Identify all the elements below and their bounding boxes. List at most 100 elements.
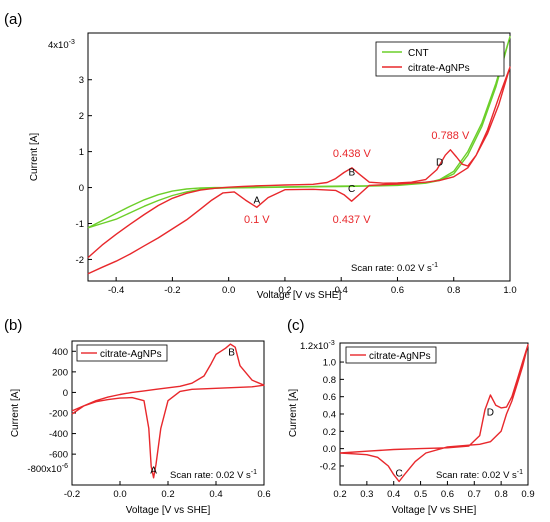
y-tick-label: -2: [76, 255, 84, 266]
y-tick-label: 0.8: [323, 375, 336, 386]
x-tick-label: 0.6: [441, 489, 454, 500]
panel-b-y-exponent: -800x10-6: [27, 463, 68, 475]
panel-a-legend: CNT citrate-AgNPs: [375, 41, 505, 77]
panel-a-series: [87, 35, 511, 275]
y-tick-label: 1: [79, 147, 84, 158]
panel-a-scan-rate: Scan rate: 0.02 V s-1: [351, 262, 438, 274]
panel-b-plot-frame: [71, 340, 265, 486]
x-tick-label: 0.8: [495, 489, 508, 500]
peak-potential-annotation: 0.1 V: [244, 214, 270, 226]
panel-b: (b) -0.2 0.0 0.2 0.4 0.6 400 200 0 -200 -400 -600…: [4, 317, 271, 516]
y-tick-label: 3: [79, 75, 84, 86]
x-tick-label: 0.0: [222, 285, 235, 296]
panel-a-y-axis-label: Current [A]: [29, 133, 40, 182]
panel-c: (c) 0.2 0.3 0.4 0.5 0.6 0.7 0.8 0.9 1.00.80.60.…: [287, 317, 535, 516]
panel-c-x-ticks: 0.2 0.3 0.4 0.5 0.6 0.7 0.8 0.9: [333, 481, 535, 500]
x-tick-label: -0.2: [164, 285, 180, 296]
x-tick-label: 0.9: [521, 489, 534, 500]
panel-b-y-ticks: 400 200 0 -200 -400 -600: [49, 347, 76, 461]
y-tick-label: 0: [79, 183, 84, 194]
x-tick-label: 0.4: [209, 489, 222, 500]
series-line-citrate-agnps: [87, 66, 511, 275]
panel-a-y-ticks: -2 -1 0 1 2 3: [76, 75, 92, 266]
peak-potential-annotation: 0.438 V: [333, 148, 372, 160]
x-tick-label: 0.8: [447, 285, 460, 296]
x-tick-label: 0.4: [387, 489, 400, 500]
x-tick-label: -0.4: [108, 285, 124, 296]
y-tick-label: 2: [79, 111, 84, 122]
panel-c-legend: citrate-AgNPs: [345, 346, 437, 364]
peak-label: C: [395, 468, 402, 479]
y-tick-label: 0.2: [323, 427, 336, 438]
peak-label: D: [436, 157, 443, 168]
x-tick-label: 0.7: [468, 489, 481, 500]
x-tick-label: -0.2: [64, 489, 80, 500]
panel-a: (a) -0.4 -0.2 0.0 0.2 0.4 0.6 0.8 1.0 -2-10123 …: [4, 11, 517, 301]
peak-label: B: [228, 347, 235, 358]
y-tick-label: 1.0: [323, 358, 336, 369]
y-tick-label: 0.0: [323, 444, 336, 455]
panel-a-plot-frame: [87, 32, 511, 282]
peak-label: B: [349, 168, 356, 179]
panel-c-y-axis-label: Current [A]: [288, 389, 299, 438]
x-tick-label: 0.0: [113, 489, 126, 500]
x-tick-label: 0.6: [257, 489, 270, 500]
panel-a-x-ticks: -0.4 -0.2 0.0 0.2 0.4 0.6 0.8 1.0: [108, 277, 517, 296]
x-tick-label: 0.4: [335, 285, 348, 296]
x-tick-label: 0.6: [391, 285, 404, 296]
panel-c-label: (c): [287, 317, 305, 334]
panel-b-annotations: AB: [150, 347, 235, 476]
peak-potential-annotation: 0.788 V: [431, 130, 470, 142]
y-tick-label: 0: [63, 388, 68, 399]
x-tick-label: 0.5: [414, 489, 427, 500]
x-tick-label: 0.2: [333, 489, 346, 500]
panel-c-plot-frame: [339, 342, 529, 486]
panel-a-annotations: 0.1 V 0.438 V 0.437 V 0.788 V A BC D: [244, 130, 470, 226]
panel-c-series: [339, 344, 529, 483]
panel-c-legend-label: citrate-AgNPs: [369, 351, 431, 362]
x-tick-label: 0.2: [278, 285, 291, 296]
panel-b-y-axis-label: Current [A]: [10, 389, 21, 438]
peak-label: D: [487, 408, 494, 419]
peak-label: C: [348, 184, 355, 195]
panel-b-legend-label: citrate-AgNPs: [100, 349, 162, 360]
panel-c-y-exponent: 1.2x10-3: [300, 340, 335, 352]
y-tick-label: 0.6: [323, 392, 336, 403]
y-tick-label: 0.4: [323, 410, 336, 421]
x-tick-label: 1.0: [503, 285, 516, 296]
x-tick-label: 0.2: [161, 489, 174, 500]
legend-label-cnt: CNT: [408, 48, 429, 59]
legend-label-citrate-agnps: citrate-AgNPs: [408, 63, 470, 74]
y-tick-label: -0.2: [320, 461, 336, 472]
panel-b-scan-rate: Scan rate: 0.02 V s-1: [170, 469, 257, 481]
panel-a-y-exponent: 4x10-3: [48, 39, 75, 51]
y-tick-label: -600: [49, 450, 68, 461]
series-line-cnt: [87, 35, 511, 229]
y-tick-label: 200: [52, 367, 68, 378]
peak-label: A: [253, 196, 260, 207]
panel-c-y-ticks: 1.0 0.8 0.6 0.4 0.2 0.0 -0.2: [320, 358, 344, 472]
y-tick-label: -400: [49, 429, 68, 440]
panel-c-x-axis-label: Voltage [V vs SHE]: [392, 505, 477, 516]
peak-potential-annotation: 0.437 V: [333, 214, 372, 226]
panel-a-legend-box: [375, 41, 505, 77]
series-line-citrate-agnps: [339, 344, 529, 483]
panel-b-legend-box: [76, 344, 168, 362]
y-tick-label: -1: [76, 219, 84, 230]
panel-b-legend: citrate-AgNPs: [76, 344, 168, 362]
panel-b-x-ticks: -0.2 0.0 0.2 0.4 0.6: [64, 481, 271, 500]
y-tick-label: 400: [52, 347, 68, 358]
panel-b-x-axis-label: Voltage [V vs SHE]: [126, 505, 211, 516]
panel-b-series: [71, 343, 265, 479]
peak-label: A: [150, 466, 157, 477]
panel-c-annotations: CD: [395, 408, 494, 480]
panel-c-legend-box: [345, 346, 437, 364]
y-tick-label: -200: [49, 409, 68, 420]
panel-b-label: (b): [4, 317, 22, 334]
panel-a-x-axis-label: Voltage [V vs SHE]: [257, 290, 342, 301]
x-tick-label: 0.3: [360, 489, 373, 500]
panel-a-label: (a): [4, 11, 22, 28]
panel-c-scan-rate: Scan rate: 0.02 V s-1: [436, 469, 523, 481]
series-line-citrate-agnps: [71, 343, 265, 479]
